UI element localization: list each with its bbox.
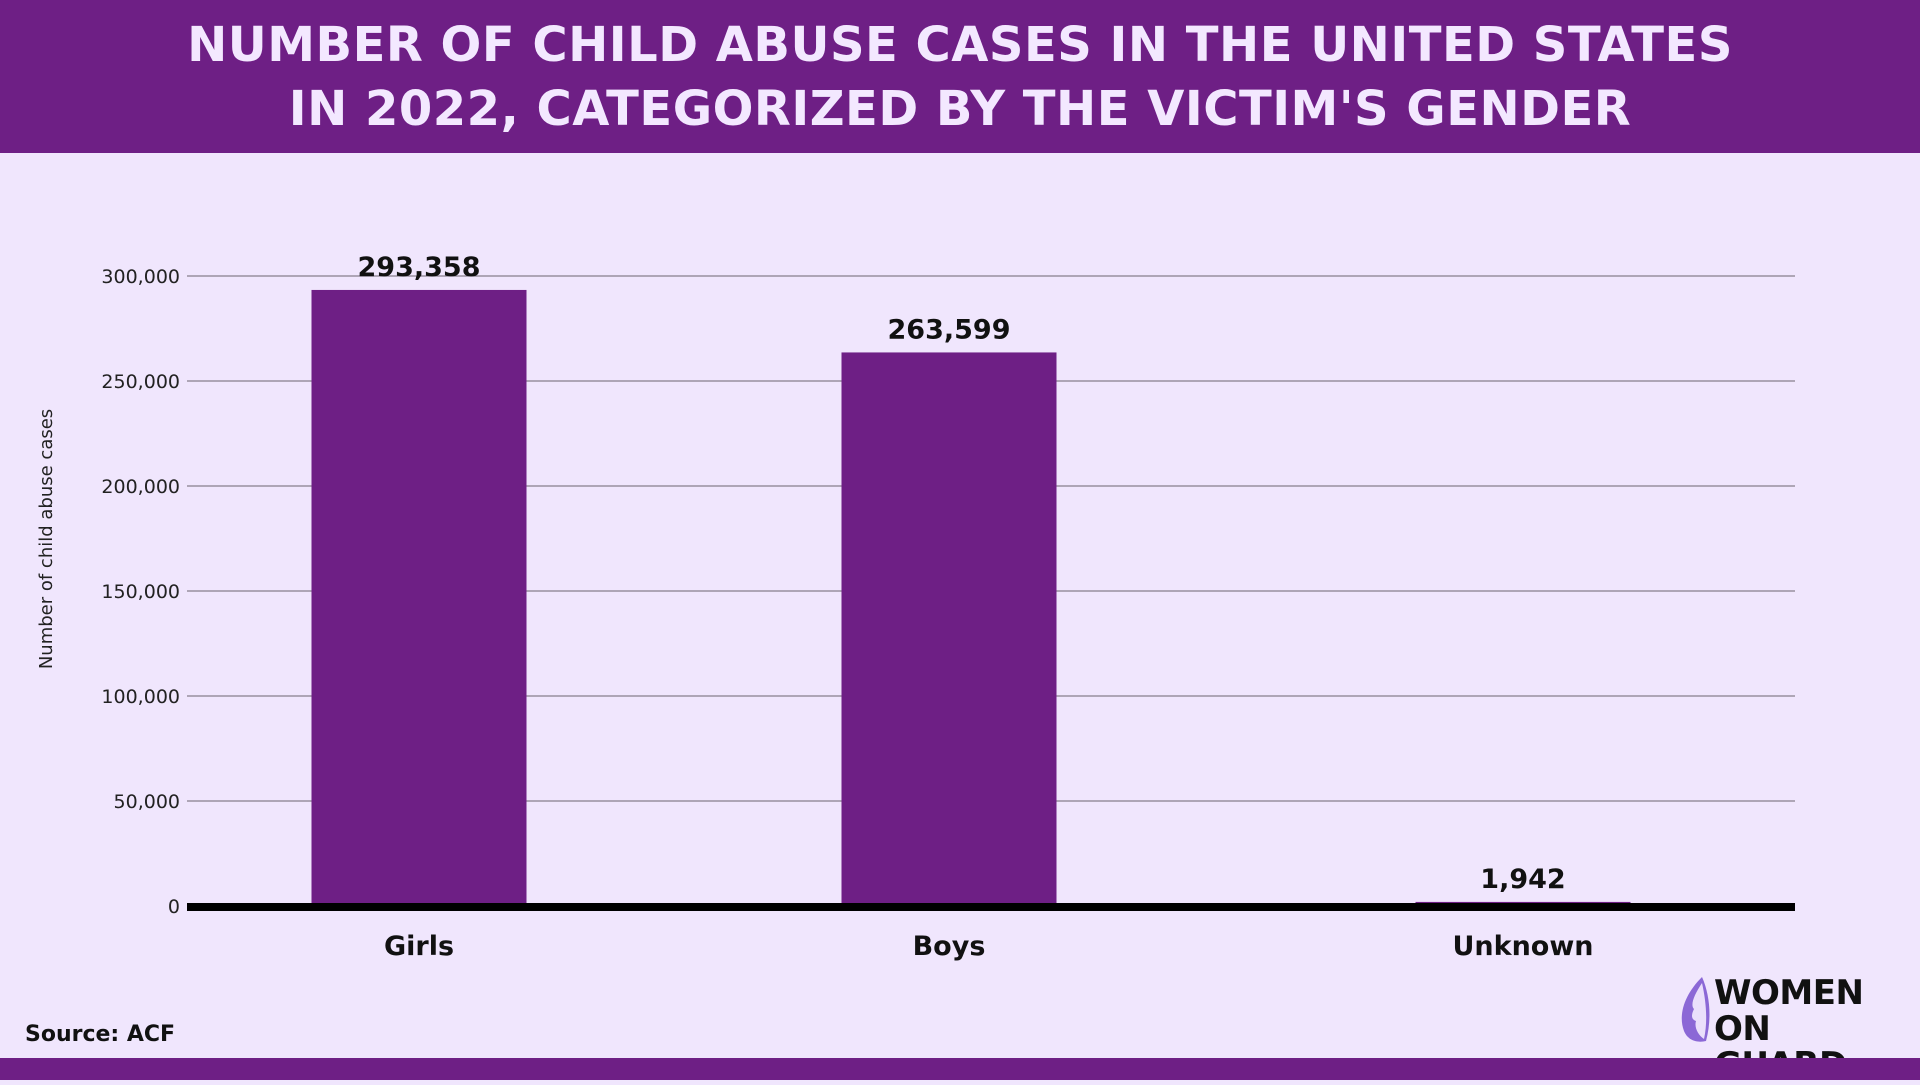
face-leaf-icon [1681, 977, 1710, 1042]
title-banner: NUMBER OF CHILD ABUSE CASES IN THE UNITE… [0, 0, 1920, 153]
x-tick-label: Boys [913, 931, 986, 962]
y-tick-label: 250,000 [101, 371, 180, 393]
data-label: 293,358 [358, 252, 481, 283]
title-line-2: IN 2022, CATEGORIZED BY THE VICTIM'S GEN… [288, 80, 1632, 137]
source-note: Source: ACF [25, 1022, 176, 1047]
x-axis-line [187, 903, 1795, 911]
logo-line-1: WOMEN [1714, 973, 1864, 1013]
title-line-1: NUMBER OF CHILD ABUSE CASES IN THE UNITE… [187, 16, 1733, 73]
y-tick-label: 200,000 [101, 476, 180, 498]
data-label: 263,599 [888, 314, 1011, 345]
y-tick-label: 50,000 [114, 791, 180, 813]
y-tick-label: 0 [168, 896, 180, 918]
y-tick-label: 300,000 [101, 266, 180, 288]
bar-girls [311, 289, 527, 906]
footer-bar [0, 1058, 1920, 1080]
y-tick-label: 100,000 [101, 686, 180, 708]
y-tick-label: 150,000 [101, 581, 180, 603]
data-label: 1,942 [1480, 864, 1565, 895]
x-tick-label: Girls [384, 931, 454, 962]
bar-boys [841, 352, 1057, 906]
y-axis-label: Number of child abuse cases [36, 409, 57, 669]
x-tick-label: Unknown [1452, 931, 1593, 962]
